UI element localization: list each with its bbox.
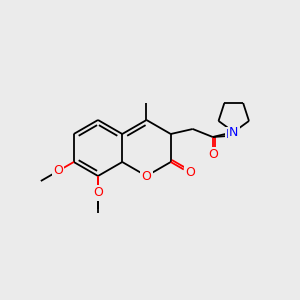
Text: O: O	[142, 169, 152, 182]
Text: O: O	[93, 186, 103, 199]
Text: O: O	[208, 148, 218, 161]
Text: O: O	[185, 167, 195, 179]
Text: O: O	[53, 164, 63, 178]
Text: N: N	[229, 125, 239, 139]
Text: N: N	[226, 128, 236, 142]
Text: O: O	[93, 187, 103, 200]
